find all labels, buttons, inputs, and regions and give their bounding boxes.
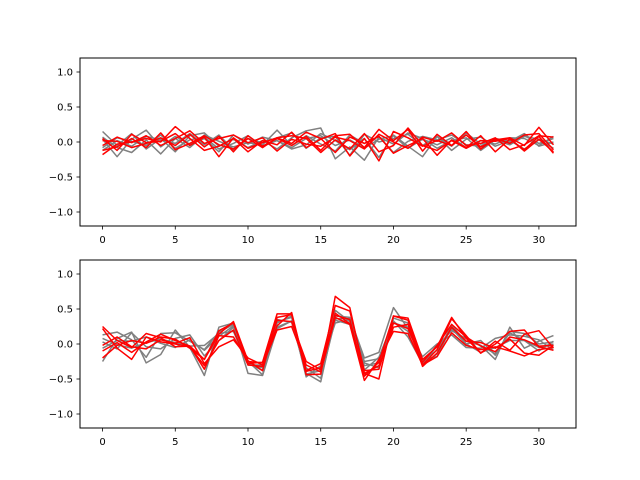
bottom-x-tick-label: 30 bbox=[533, 437, 546, 448]
bottom-x-tick-label: 0 bbox=[99, 437, 105, 448]
top-series-line-8-red bbox=[102, 130, 554, 152]
bottom-series-line-6-red bbox=[102, 304, 554, 372]
top-series-layer bbox=[101, 125, 555, 162]
top-series-line-9-red bbox=[102, 127, 554, 154]
top-y-tick-label: −0.5 bbox=[49, 173, 73, 184]
bottom-x-tick-label: 10 bbox=[242, 437, 255, 448]
bottom-series-layer bbox=[101, 295, 555, 383]
bottom-series-line-8-red bbox=[102, 312, 554, 375]
bottom-x-tick-label: 5 bbox=[172, 437, 178, 448]
top-x-tick-label: 15 bbox=[314, 235, 327, 246]
top-x-ticks: 0 5 10 15 20 25 30 bbox=[99, 226, 545, 246]
bottom-y-tick-label: 0.0 bbox=[57, 340, 73, 351]
top-series-line-6-red bbox=[102, 128, 555, 153]
top-x-tick-label: 25 bbox=[460, 235, 473, 246]
top-y-tick-label: 0.0 bbox=[57, 138, 73, 149]
top-subplot: 0 5 10 15 20 25 30 −1.0 −0.5 0.0 0.5 1.0 bbox=[49, 57, 577, 246]
top-x-tick-label: 10 bbox=[242, 235, 255, 246]
top-y-tick-label: −1.0 bbox=[49, 208, 73, 219]
bottom-series-line-9-red bbox=[102, 316, 554, 382]
bottom-y-tick-label: −0.5 bbox=[49, 375, 73, 386]
bottom-x-tick-label: 20 bbox=[387, 437, 400, 448]
top-x-tick-label: 5 bbox=[172, 235, 178, 246]
top-y-tick-label: 1.0 bbox=[57, 68, 73, 79]
bottom-y-tick-label: 0.5 bbox=[57, 305, 73, 316]
bottom-x-ticks: 0 5 10 15 20 25 30 bbox=[99, 428, 545, 448]
bottom-subplot: 0 5 10 15 20 25 30 −1.0 −0.5 0.0 0.5 1.0 bbox=[49, 259, 577, 448]
bottom-y-tick-label: 1.0 bbox=[57, 270, 73, 281]
bottom-x-tick-label: 25 bbox=[460, 437, 473, 448]
top-y-tick-label: 0.5 bbox=[57, 103, 73, 114]
bottom-x-tick-label: 15 bbox=[314, 437, 327, 448]
top-x-tick-label: 20 bbox=[387, 235, 400, 246]
bottom-y-tick-label: −1.0 bbox=[49, 410, 73, 421]
top-x-tick-label: 0 bbox=[99, 235, 105, 246]
bottom-y-ticks: −1.0 −0.5 0.0 0.5 1.0 bbox=[49, 270, 80, 421]
top-x-tick-label: 30 bbox=[533, 235, 546, 246]
top-y-ticks: −1.0 −0.5 0.0 0.5 1.0 bbox=[49, 68, 80, 219]
